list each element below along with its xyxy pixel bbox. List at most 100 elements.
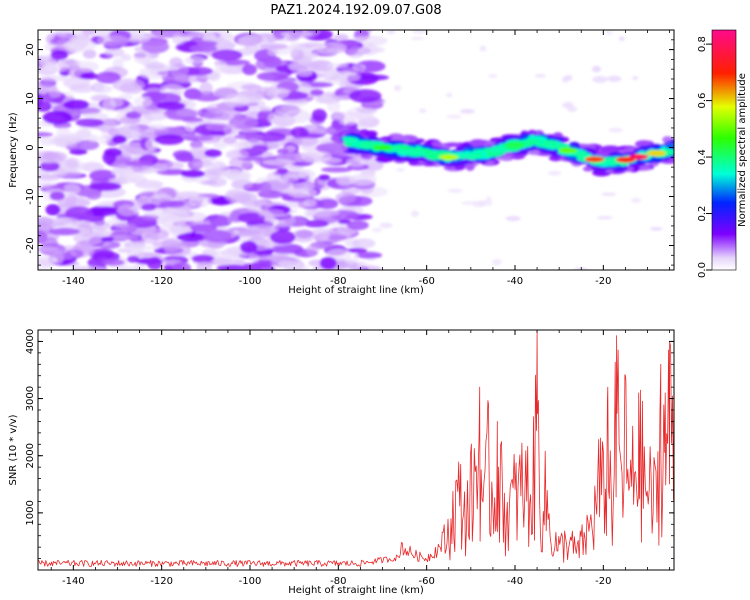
heatmap-cell — [49, 135, 77, 147]
heatmap-cell — [259, 106, 272, 112]
heatmap-cell — [257, 209, 285, 218]
heatmap-cell — [52, 170, 83, 178]
heatmap-cell — [49, 191, 65, 201]
heatmap-cell — [234, 133, 264, 140]
heatmap-cell — [364, 130, 378, 138]
heatmap-cell — [601, 192, 617, 196]
heatmap-cell — [197, 132, 221, 144]
heatmap-cell — [319, 256, 337, 270]
heatmap-cell — [488, 74, 498, 78]
heatmap-cell — [277, 148, 289, 155]
heatmap-cell — [359, 142, 374, 149]
heatmap-cell — [123, 170, 135, 181]
heatmap-cell — [164, 243, 192, 257]
heatmap-cell — [348, 173, 377, 186]
heatmap-cell — [335, 192, 357, 204]
heatmap-cell — [39, 57, 51, 67]
heatmap-cell — [371, 227, 383, 233]
heatmap-cell — [202, 229, 232, 243]
heatmap-cell — [75, 118, 105, 128]
colorbar-ticks: 0.0 0.2 0.4 0.6 0.8 — [697, 36, 712, 278]
heatmap-cell — [231, 179, 253, 190]
snr-y-tick-label: 2000 — [25, 443, 36, 468]
heatmap-cell — [396, 168, 405, 172]
heatmap-cell — [118, 124, 142, 137]
heatmap-cell — [92, 229, 113, 238]
heatmap-cell — [419, 108, 427, 114]
heatmap-cell — [395, 149, 410, 154]
colorbar-tick-label: 0.8 — [697, 36, 708, 52]
heatmap-cell — [446, 92, 453, 98]
snr-x-tick-label: -40 — [507, 576, 523, 587]
heatmap-cell — [189, 44, 218, 53]
heatmap-cell — [45, 204, 61, 216]
heatmap-cell — [95, 71, 121, 84]
heatmap-cell — [225, 149, 250, 160]
heatmap-cell — [304, 123, 318, 130]
heatmap-cell — [461, 201, 477, 205]
spectrogram-x-tick-label: -140 — [62, 276, 85, 287]
heatmap-cell — [301, 144, 322, 152]
snr-x-tick-label: -100 — [239, 576, 262, 587]
snr-y-tick-label: 4000 — [25, 329, 36, 354]
heatmap-cell — [223, 136, 237, 144]
heatmap-cell — [38, 255, 59, 265]
heatmap-cell — [405, 150, 427, 157]
heatmap-cell — [326, 100, 341, 113]
heatmap-cell — [238, 228, 263, 236]
heatmap-cell — [273, 30, 286, 40]
heatmap-cell — [352, 64, 366, 71]
heatmap-cell — [240, 199, 268, 207]
heatmap-cell — [303, 219, 329, 228]
heatmap-cell — [120, 53, 132, 62]
heatmap-cell — [527, 150, 540, 155]
spectrogram-x-ticks: -140 -120 -100 -80 -60 -40 -20 — [50, 30, 670, 287]
heatmap-cell — [48, 89, 62, 98]
heatmap-cell — [121, 223, 137, 232]
snr-y-ticks: 1000 2000 3000 4000 — [25, 329, 674, 571]
heatmap-cell — [38, 230, 48, 244]
snr-y-tick-label: 3000 — [25, 386, 36, 411]
heatmap-cell — [348, 89, 382, 103]
snr-panel: -140 -120 -100 -80 -60 -40 -20 1000 2000 3000 400… — [8, 329, 675, 596]
heatmap-cell — [171, 262, 192, 270]
heatmap-cell — [175, 109, 203, 117]
heatmap-cell — [573, 267, 588, 270]
heatmap-cell — [325, 127, 337, 134]
heatmap-cell — [619, 36, 625, 41]
heatmap-cell — [192, 160, 214, 168]
colorbar-gradient — [711, 29, 737, 271]
heatmap-cell — [259, 43, 289, 50]
heatmap-cell — [144, 62, 166, 69]
spectrogram-x-tick-label: -20 — [595, 276, 611, 287]
heatmap-cell — [356, 107, 378, 114]
heatmap-cell — [573, 152, 588, 157]
snr-x-tick-label: -60 — [418, 576, 434, 587]
heatmap-cell — [189, 224, 218, 232]
heatmap-cell — [104, 47, 125, 57]
heatmap-cell — [649, 226, 663, 231]
heatmap-cell — [267, 47, 279, 57]
heatmap-cell — [237, 212, 266, 224]
heatmap-cell — [316, 198, 339, 210]
heatmap-cell — [296, 82, 312, 93]
heatmap-cell — [239, 240, 258, 254]
heatmap-cell — [91, 221, 111, 231]
heatmap-cell — [88, 182, 122, 192]
snr-x-ticks: -140 -120 -100 -80 -60 -40 -20 — [50, 330, 670, 587]
heatmap-cell — [393, 85, 402, 92]
heatmap-cell — [632, 76, 639, 81]
heatmap-cell — [290, 48, 304, 61]
heatmap-cell — [353, 35, 364, 40]
colorbar-label: Normalized spectral amplitude — [737, 73, 748, 227]
heatmap-cell — [529, 136, 546, 141]
heatmap-cell — [630, 197, 642, 204]
heatmap-cell — [181, 133, 202, 139]
heatmap-cell — [209, 215, 228, 227]
heatmap-cell — [628, 153, 649, 160]
heatmap-cell — [276, 167, 289, 176]
heatmap-cell — [410, 36, 425, 40]
snr-y-label: SNR (10 * v/v) — [8, 414, 19, 485]
heatmap-cell — [290, 126, 309, 139]
heatmap-cell — [301, 150, 332, 163]
